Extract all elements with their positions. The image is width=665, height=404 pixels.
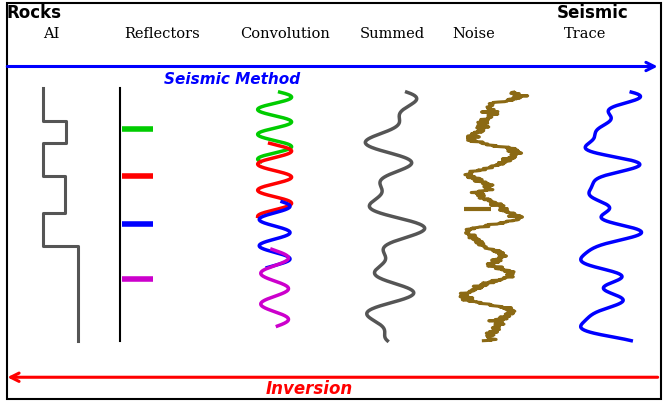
Text: Seismic Method: Seismic Method [164, 72, 301, 87]
Text: Convolution: Convolution [240, 27, 330, 40]
Text: Inversion: Inversion [266, 380, 353, 398]
Text: Reflectors: Reflectors [124, 27, 200, 40]
Bar [7, 3, 661, 399]
Text: AI: AI [43, 27, 59, 40]
Text: Trace: Trace [564, 27, 606, 40]
Text: Seismic: Seismic [557, 4, 628, 22]
Text: Noise: Noise [452, 27, 495, 40]
Text: Summed: Summed [360, 27, 425, 40]
Text: Rocks: Rocks [7, 4, 62, 22]
